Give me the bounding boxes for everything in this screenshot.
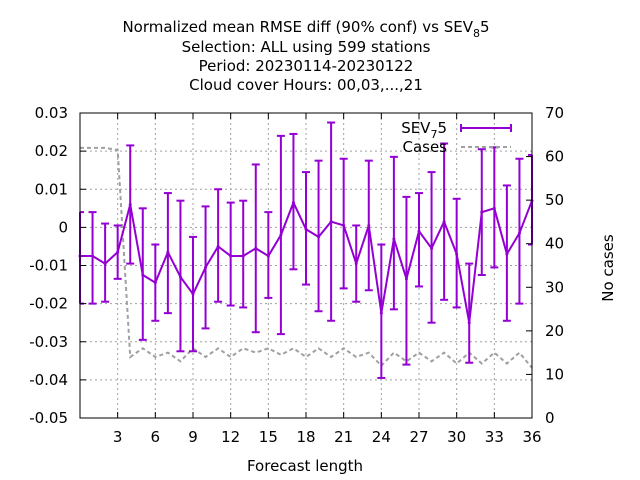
y2-tick-label: 40 [545, 235, 564, 253]
y-tick-label: -0.05 [29, 409, 68, 427]
x-tick-label: 21 [334, 428, 353, 446]
sev-point [241, 254, 245, 258]
y2-tick-label: 60 [545, 148, 564, 166]
x-tick-label: 3 [113, 428, 123, 446]
sev-point [216, 244, 220, 248]
sev-point [204, 265, 208, 269]
sev-point [442, 220, 446, 224]
sev-point [505, 252, 509, 256]
sev-point [379, 311, 383, 315]
y-tick-label: 0 [58, 218, 68, 236]
legend: SEV75 Cases [401, 119, 512, 156]
x-axis-label: Forecast length [247, 457, 363, 475]
y-tick-label: 0.01 [35, 180, 68, 198]
chart-title-line-2: Selection: ALL using 599 stations [182, 38, 431, 56]
x-tick-label: 24 [372, 428, 391, 446]
x-tick-label: 33 [485, 428, 504, 446]
sev-point [178, 275, 182, 279]
sev-point [392, 237, 396, 241]
x-tick-label: 15 [259, 428, 278, 446]
y-tick-label: 0.03 [35, 104, 68, 122]
y2-tick-label: 50 [545, 191, 564, 209]
x-tick-label: 30 [447, 428, 466, 446]
y2-tick-label: 70 [545, 104, 564, 122]
chart-title-line-1: Normalized mean RMSE diff (90% conf) vs … [122, 18, 489, 40]
legend-label-cases: Cases [402, 138, 447, 156]
sev-point [455, 252, 459, 256]
y2-tick-label: 10 [545, 365, 564, 383]
sev-point [191, 292, 195, 296]
sev-point [342, 223, 346, 227]
x-tick-label: 27 [409, 428, 428, 446]
sev-point [480, 210, 484, 214]
sev-point [317, 235, 321, 239]
y2-axis-label: No cases [599, 234, 617, 302]
sev-point [153, 281, 157, 285]
y2-tick-label: 30 [545, 278, 564, 296]
y2-tick-label: 0 [545, 409, 555, 427]
cases-line [80, 146, 533, 369]
sev-point [91, 254, 95, 258]
sev-point [367, 223, 371, 227]
x-tick-label: 9 [188, 428, 198, 446]
sev-point [467, 321, 471, 325]
y-tick-label: -0.01 [29, 257, 68, 275]
sev-point [404, 277, 408, 281]
sev-point [417, 229, 421, 233]
x-tick-label: 12 [221, 428, 240, 446]
sev-point [354, 262, 358, 266]
sev-point [116, 250, 120, 254]
sev-point [141, 273, 145, 277]
y-tick-label: -0.02 [29, 295, 68, 313]
sev-point [279, 233, 283, 237]
chart-title-line-3: Period: 20230114-20230122 [199, 57, 414, 75]
y-tick-label: -0.03 [29, 333, 68, 351]
sev-point [229, 254, 233, 258]
sev-point [291, 201, 295, 205]
sev-point [304, 227, 308, 231]
legend-label-sev: SEV75 [401, 119, 447, 141]
x-tick-label: 36 [522, 428, 541, 446]
plot-border [79, 112, 533, 419]
x-tick-label: 18 [296, 428, 315, 446]
x-tick-label: 6 [151, 428, 161, 446]
sev-point [517, 231, 521, 235]
sev-point [266, 254, 270, 258]
chart-title-line-4: Cloud cover Hours: 00,03,...,21 [189, 76, 423, 94]
sev-point [103, 262, 107, 266]
sev-point [254, 246, 258, 250]
sev-point [128, 203, 132, 206]
legend-swatch-sev [460, 124, 512, 132]
y-tick-label: -0.04 [29, 371, 68, 389]
sev-point [492, 206, 496, 210]
sev-point [166, 250, 170, 254]
y-tick-label: 0.02 [35, 142, 68, 160]
sev-point [430, 246, 434, 250]
y2-tick-label: 20 [545, 322, 564, 340]
sev-point [329, 220, 333, 224]
